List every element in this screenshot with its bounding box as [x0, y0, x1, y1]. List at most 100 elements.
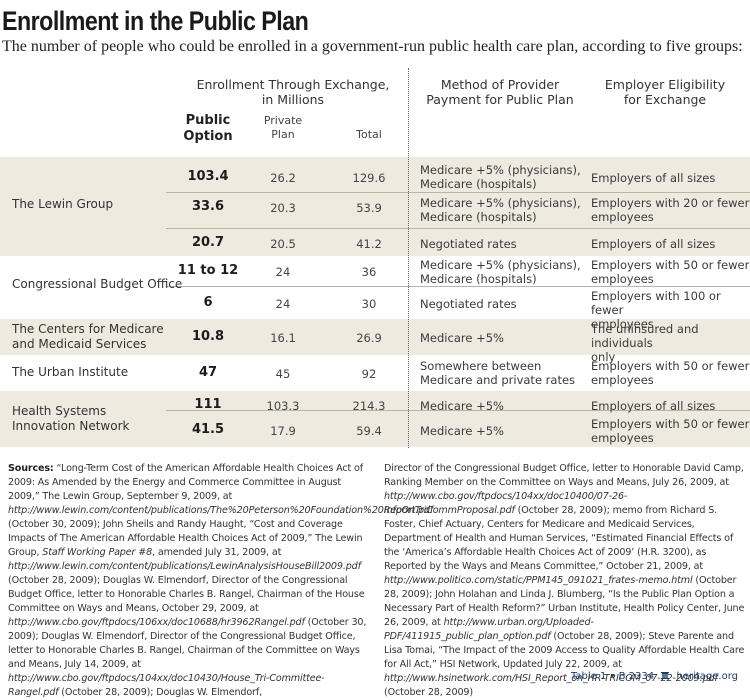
total-value: 214.3 — [352, 399, 386, 413]
header-method-line2: Payment for Public Plan — [426, 92, 574, 107]
source-url: http://www.cbo.gov/ftpdocs/104xx/doc1040… — [384, 491, 628, 516]
header-enrollment-line1: Enrollment Through Exchange, — [196, 77, 390, 92]
employer-eligibility-line: employees — [591, 431, 654, 445]
employer-eligibility-line: employees — [591, 210, 654, 224]
payment-method-line: Medicare +5% (physicians), — [420, 196, 581, 210]
private-plan-value: 24 — [275, 265, 291, 279]
source-url: http://www.politico.com/static/PPM145_09… — [384, 575, 693, 586]
source-text: , amended July 31, 2009, at — [152, 547, 282, 558]
payment-method: Negotiated rates — [420, 237, 517, 251]
source-url: Staff Working Paper #8 — [42, 547, 153, 558]
employer-eligibility: Employers of all sizes — [591, 237, 715, 251]
site-link[interactable]: heritage.org — [676, 671, 738, 682]
group-name-line: The Lewin Group — [12, 197, 114, 211]
employer-eligibility-line: Employers of all sizes — [591, 171, 716, 185]
header-private-plan-line2: Plan — [271, 128, 295, 141]
public-option-value: 11 to 12 — [177, 263, 239, 278]
private-plan-value: 103.3 — [266, 399, 300, 413]
row-divider — [166, 228, 750, 229]
payment-method: Negotiated rates — [420, 297, 517, 311]
employer-eligibility-line: Employers of all sizes — [591, 237, 716, 251]
source-text: (October 28, 2009); Steve Parente and Li… — [384, 631, 745, 670]
group-band-hsin — [0, 391, 750, 447]
payment-method-line: Medicare +5% — [420, 424, 504, 438]
total-value: 92 — [361, 367, 377, 381]
source-text: Director of the Congressional Budget Off… — [384, 463, 744, 488]
group-band-cms — [0, 319, 750, 355]
header-eligibility: Employer Eligibility for Exchange — [590, 77, 740, 107]
source-text: (October 28, 2009); Douglas W. Elmendorf… — [8, 575, 365, 614]
header-total: Total — [334, 128, 404, 142]
group-name: The Lewin Group — [12, 197, 113, 212]
payment-method-line: Medicare +5% — [420, 399, 504, 413]
payment-method: Medicare +5% (physicians), Medicare (hosp… — [420, 196, 581, 224]
total-value: 129.6 — [352, 171, 386, 185]
sources-left-text: “Long-Term Cost of the American Affordab… — [8, 463, 433, 698]
payment-method-line: Medicare (hospitals) — [420, 210, 537, 224]
public-option-value: 33.6 — [191, 199, 225, 214]
public-option-value: 47 — [198, 365, 218, 380]
private-plan-value: 20.5 — [270, 237, 296, 251]
employer-eligibility-line: Employers with 100 or fewer — [591, 289, 721, 317]
employer-eligibility-line: Employers with 50 or fewer — [591, 417, 750, 431]
public-option-value: 10.8 — [191, 329, 225, 344]
public-option-value: 41.5 — [191, 422, 225, 437]
source-text: (October 30, 2009); Douglas W. Elmendorf… — [8, 617, 367, 670]
payment-method: Medicare +5% (physicians), Medicare (hosp… — [420, 258, 581, 286]
source-text: (October 28, 2009); John Holahan and Lin… — [384, 575, 745, 628]
payment-method-line: Medicare (hospitals) — [420, 272, 537, 286]
header-method: Method of Provider Payment for Public Pl… — [410, 77, 590, 107]
group-name-line: The Centers for Medicare — [12, 322, 164, 336]
employer-eligibility: The uninsured and individuals only — [591, 322, 750, 364]
payment-method-line: Medicare +5% (physicians), — [420, 163, 581, 177]
header-public-option: Public Option — [168, 113, 248, 145]
header-eligibility-line2: for Exchange — [623, 92, 707, 107]
private-plan-value: 17.9 — [270, 424, 296, 438]
employer-eligibility-line: Employers with 50 or fewer — [591, 258, 750, 272]
payment-method-line: Somewhere between — [420, 359, 542, 373]
employer-eligibility-line: employees — [591, 373, 654, 387]
column-divider-dotted — [408, 68, 409, 448]
payment-method: Medicare +5% (physicians), Medicare (hosp… — [420, 163, 581, 191]
employer-eligibility-line: only — [591, 350, 616, 364]
group-name: The Centers for Medicare and Medicaid Se… — [12, 322, 164, 352]
payment-method: Medicare +5% — [420, 424, 504, 438]
sources-label: Sources: — [8, 463, 54, 474]
header-private-plan: Private Plan — [248, 114, 318, 142]
group-name: The Urban Institute — [12, 365, 128, 380]
group-name-line: Congressional Budget Office — [12, 277, 183, 291]
total-value: 36 — [361, 265, 377, 279]
source-url: http://www.lewin.com/content/publication… — [8, 505, 434, 516]
group-name-line: Health Systems — [12, 404, 107, 418]
employer-eligibility-line: Employers with 20 or fewer — [591, 196, 750, 210]
employer-eligibility: Employers of all sizes — [591, 399, 715, 413]
header-enrollment-line2: in Millions — [261, 92, 325, 107]
payment-method-line: Medicare +5% (physicians), — [420, 258, 581, 272]
public-option-value: 111 — [194, 397, 222, 412]
employer-eligibility: Employers with 50 or fewer employees — [591, 359, 749, 387]
total-value: 59.4 — [356, 424, 382, 438]
employer-eligibility-line: employees — [591, 272, 654, 286]
source-url: http://www.cbo.gov/ftpdocs/106xx/doc1068… — [8, 617, 305, 628]
payment-method-line: Negotiated rates — [420, 237, 517, 251]
table-reference: Table 1 • B 2334 — [570, 671, 655, 682]
header-method-line1: Method of Provider — [440, 77, 560, 92]
header-enrollment-group: Enrollment Through Exchange, in Millions — [188, 77, 398, 107]
source-url: http://www.lewin.com/content/publication… — [8, 561, 361, 572]
row-divider — [166, 192, 750, 193]
employer-eligibility-line: Employers of all sizes — [591, 399, 716, 413]
group-name-line: The Urban Institute — [12, 365, 129, 379]
header-total-label: Total — [356, 128, 382, 141]
header-public-option-line1: Public — [185, 113, 231, 128]
row-divider — [166, 286, 750, 287]
payment-method-line: Medicare +5% — [420, 331, 504, 345]
group-name: Health Systems Innovation Network — [12, 404, 129, 434]
payment-method: Somewhere between Medicare and private ra… — [420, 359, 575, 387]
payment-method-line: Medicare (hospitals) — [420, 177, 537, 191]
source-text: “Long-Term Cost of the American Affordab… — [8, 463, 363, 502]
employer-eligibility-line: employees — [591, 317, 654, 331]
page-title: Enrollment in the Public Plan — [2, 6, 309, 36]
private-plan-value: 26.2 — [270, 171, 296, 185]
source-text: (October 28, 2009); memo from Richard S.… — [384, 505, 734, 572]
employer-eligibility: Employers with 50 or fewer employees — [591, 258, 749, 286]
